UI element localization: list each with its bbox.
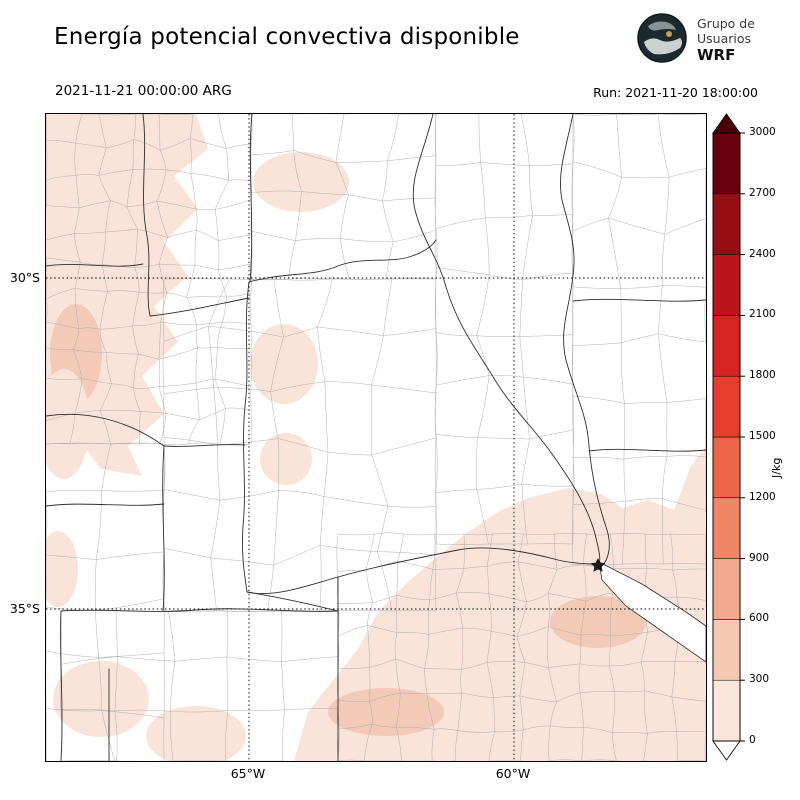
colorbar-tick-3000: 3000 <box>749 126 776 138</box>
logo-line-wrf: WRF <box>697 46 755 64</box>
model-run-label: Run: 2021-11-20 18:00:00 <box>593 85 758 100</box>
colorbar-tick-1200: 1200 <box>749 491 776 503</box>
ytick-30s: 30°S <box>4 270 40 285</box>
colorbar-tick-2100: 2100 <box>749 308 776 320</box>
logo-line-1: Grupo de <box>697 16 755 31</box>
cape-map-panel <box>45 113 707 762</box>
colorbar-units-label: J/kg <box>770 402 783 478</box>
colorbar-tick-2400: 2400 <box>749 248 776 260</box>
colorbar-tick-600: 600 <box>749 612 769 624</box>
globe-icon <box>636 12 688 68</box>
logo-line-2: Usuarios <box>697 31 755 46</box>
xtick-65w: 65°W <box>218 766 278 781</box>
colorbar-tick-1800: 1800 <box>749 369 776 381</box>
wrf-users-group-logo: Grupo de Usuarios WRF <box>636 12 755 68</box>
colorbar <box>712 110 748 778</box>
colorbar-tick-0: 0 <box>749 734 756 746</box>
valid-time-label: 2021-11-21 00:00:00 ARG <box>55 83 232 99</box>
colorbar-tick-2700: 2700 <box>749 187 776 199</box>
colorbar-tick-300: 300 <box>749 673 769 685</box>
cape-shading <box>46 114 706 761</box>
xtick-60w: 60°W <box>483 766 543 781</box>
colorbar-tick-900: 900 <box>749 552 769 564</box>
cape-map <box>46 114 706 761</box>
page-title: Energía potencial convectiva disponible <box>54 24 520 50</box>
ytick-35s: 35°S <box>4 601 40 616</box>
logo-text: Grupo de Usuarios WRF <box>697 16 755 65</box>
